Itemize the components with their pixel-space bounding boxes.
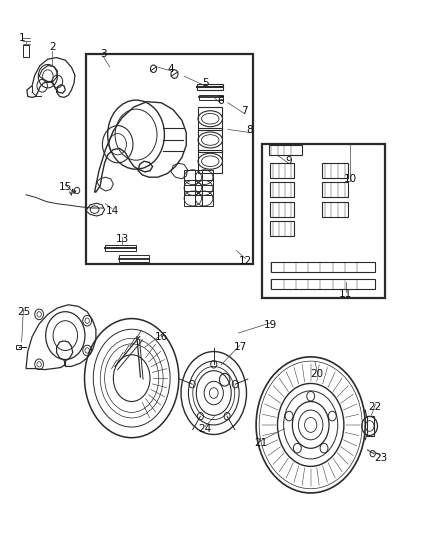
Text: 20: 20 bbox=[311, 369, 324, 379]
Bar bbox=[184, 169, 201, 184]
Text: 21: 21 bbox=[254, 438, 267, 448]
Bar bbox=[16, 345, 21, 350]
Text: 25: 25 bbox=[17, 306, 30, 317]
Text: 15: 15 bbox=[59, 182, 72, 192]
Text: 6: 6 bbox=[217, 95, 224, 106]
Bar bbox=[195, 169, 213, 184]
Bar bbox=[198, 128, 223, 152]
Text: 22: 22 bbox=[369, 402, 382, 413]
Text: 2: 2 bbox=[49, 43, 56, 52]
Text: 19: 19 bbox=[264, 320, 277, 330]
Text: 16: 16 bbox=[155, 332, 168, 342]
Text: 17: 17 bbox=[233, 342, 247, 352]
Text: 1: 1 bbox=[18, 33, 25, 43]
Text: 7: 7 bbox=[241, 106, 247, 116]
Bar bbox=[195, 191, 213, 206]
Text: 3: 3 bbox=[100, 49, 106, 59]
Text: 4: 4 bbox=[168, 64, 174, 74]
Text: 12: 12 bbox=[239, 256, 252, 266]
Bar bbox=[195, 180, 213, 195]
Text: 8: 8 bbox=[246, 125, 253, 135]
Bar bbox=[271, 262, 375, 272]
Bar bbox=[106, 245, 136, 251]
Bar bbox=[271, 279, 375, 289]
Bar bbox=[197, 84, 223, 90]
Bar bbox=[199, 95, 223, 100]
Bar bbox=[198, 107, 223, 131]
Text: 14: 14 bbox=[106, 206, 119, 216]
Bar bbox=[184, 191, 201, 206]
Bar bbox=[23, 45, 28, 57]
Text: 9: 9 bbox=[286, 156, 292, 166]
Text: 10: 10 bbox=[343, 174, 357, 184]
Text: 13: 13 bbox=[116, 234, 129, 244]
Bar bbox=[184, 180, 201, 195]
Text: 11: 11 bbox=[339, 289, 352, 299]
Bar bbox=[119, 255, 149, 262]
Bar bbox=[198, 150, 223, 173]
Text: 5: 5 bbox=[202, 78, 208, 88]
Bar bbox=[367, 416, 374, 435]
Text: 23: 23 bbox=[374, 453, 387, 463]
Bar bbox=[269, 146, 302, 155]
Text: 24: 24 bbox=[198, 424, 212, 434]
